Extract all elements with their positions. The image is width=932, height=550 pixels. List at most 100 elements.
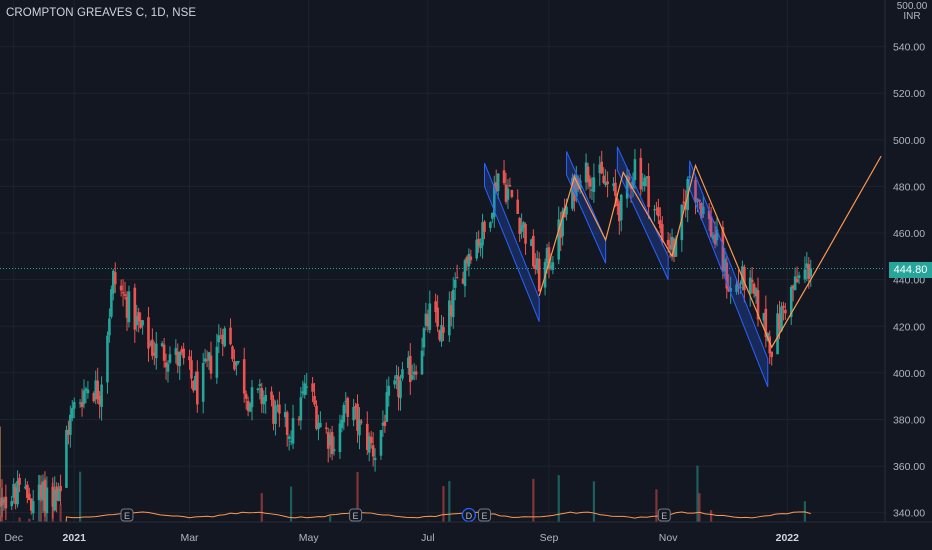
candle-body xyxy=(588,178,592,187)
candle-body xyxy=(725,262,729,289)
event-marker-label: E xyxy=(481,511,487,521)
candle-body xyxy=(483,221,486,232)
volume-bar xyxy=(39,495,43,522)
candle-body xyxy=(303,383,307,396)
candle-body xyxy=(465,256,469,264)
candle-body xyxy=(299,397,303,421)
volume-bar xyxy=(59,504,62,522)
candle-body xyxy=(756,290,760,320)
candle-body xyxy=(573,175,576,201)
candle-body xyxy=(551,262,555,270)
candle-body xyxy=(31,501,35,514)
candle-body xyxy=(614,182,617,196)
candle-body xyxy=(438,330,441,340)
candle-body xyxy=(743,266,746,291)
candle-body xyxy=(606,181,609,185)
candle-body xyxy=(352,407,355,421)
price-channel xyxy=(689,160,769,388)
candle-body xyxy=(784,309,787,314)
candle-body xyxy=(57,488,60,502)
earnings-marker[interactable]: E xyxy=(120,508,134,522)
candle-body xyxy=(235,361,238,366)
time-axis[interactable]: Dec 2021 Mar May Jul Sep Nov 2022 xyxy=(0,521,932,550)
candle-body xyxy=(467,253,471,267)
candle-body xyxy=(407,357,410,368)
candle-body xyxy=(524,223,527,244)
candle-body xyxy=(475,239,478,259)
candle-body xyxy=(442,327,445,333)
candle-body xyxy=(12,483,15,498)
candle-body xyxy=(365,423,369,451)
candle-body xyxy=(10,500,14,507)
candle-body xyxy=(600,161,604,174)
candle-body xyxy=(463,260,467,287)
earnings-marker[interactable]: E xyxy=(349,508,363,522)
time-axis-background xyxy=(0,522,932,550)
candle-body xyxy=(631,179,635,188)
earnings-marker[interactable]: E xyxy=(478,508,492,522)
candle-body xyxy=(262,397,266,405)
symbol-title[interactable]: CROMPTON GREAVES C, 1D, NSE xyxy=(6,7,197,19)
candle-body xyxy=(793,276,797,291)
candle-body xyxy=(180,349,183,353)
time-tick-label: Jul xyxy=(421,532,434,544)
candle-body xyxy=(578,180,582,190)
price-tick-label: 380.00 xyxy=(893,414,925,426)
price-tick-label: 420.00 xyxy=(893,321,925,333)
candle-body xyxy=(69,414,72,435)
candle-body xyxy=(711,235,715,240)
candle-body xyxy=(70,408,74,419)
candle-body xyxy=(748,277,752,295)
candle-body xyxy=(565,206,568,215)
candle-body xyxy=(96,380,99,400)
candle-body xyxy=(315,405,318,429)
price-channel xyxy=(566,151,607,264)
candle-body xyxy=(643,177,647,187)
candle-body xyxy=(436,307,439,327)
candle-body xyxy=(535,258,539,270)
candle-body xyxy=(584,162,588,183)
candle-body xyxy=(768,336,772,354)
price-channel xyxy=(484,162,540,322)
candle-body xyxy=(354,405,357,408)
price-tick-label: 520.00 xyxy=(893,88,925,100)
candle-body xyxy=(379,430,383,456)
volume-bar xyxy=(655,489,658,522)
candle-body xyxy=(41,481,45,501)
candle-body xyxy=(735,284,738,292)
price-axis[interactable]: 540.00520.00500.00480.00460.00440.00420.… xyxy=(884,0,932,550)
candle-body xyxy=(242,359,246,394)
candle-body xyxy=(178,351,182,367)
candle-body xyxy=(166,363,170,372)
volume-bar xyxy=(448,481,451,522)
candle-body xyxy=(491,212,494,219)
candle-body xyxy=(141,320,144,326)
trend-channel-drawings[interactable] xyxy=(484,146,882,388)
candle-body xyxy=(641,182,645,186)
candle-body xyxy=(387,385,391,396)
candle-body xyxy=(645,176,648,178)
candle-body xyxy=(397,376,400,398)
candle-body xyxy=(537,258,541,292)
candle-body xyxy=(360,421,363,423)
dividend-marker[interactable]: D xyxy=(461,507,477,523)
event-marker-label: E xyxy=(661,511,667,521)
candle-body xyxy=(795,278,799,283)
candle-body xyxy=(53,489,57,511)
time-tick-label: May xyxy=(299,532,320,544)
earnings-marker[interactable]: E xyxy=(657,508,671,522)
candle-body xyxy=(741,266,744,285)
candle-body xyxy=(274,406,277,424)
candle-body xyxy=(264,395,267,402)
candle-body xyxy=(602,175,605,183)
candle-body xyxy=(559,222,562,238)
time-tick-label: Nov xyxy=(659,532,678,544)
candle-body xyxy=(106,335,109,383)
candle-body xyxy=(373,457,377,461)
candle-body xyxy=(176,351,180,366)
candle-body xyxy=(0,497,4,506)
candle-body xyxy=(328,434,332,446)
candle-body xyxy=(481,222,484,246)
